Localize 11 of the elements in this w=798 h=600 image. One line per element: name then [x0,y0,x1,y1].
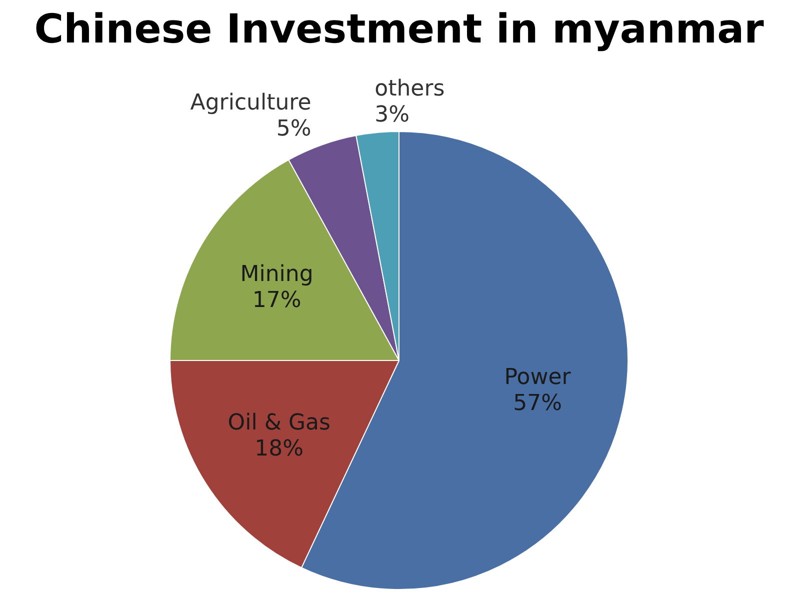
data-label: 17% [252,288,302,313]
data-label: 57% [513,391,562,416]
slice-label: Oil & Gas [228,410,330,436]
data-label: 5% [276,116,312,142]
slice-label: Power [504,365,572,390]
slice-label: Agriculture [190,90,312,116]
chart-title: Chinese Investment in myanmar [34,6,764,52]
data-label: 18% [254,436,304,462]
data-label: 3% [374,102,410,128]
slice-label: Mining [240,262,314,287]
slice-label: others [374,76,445,102]
